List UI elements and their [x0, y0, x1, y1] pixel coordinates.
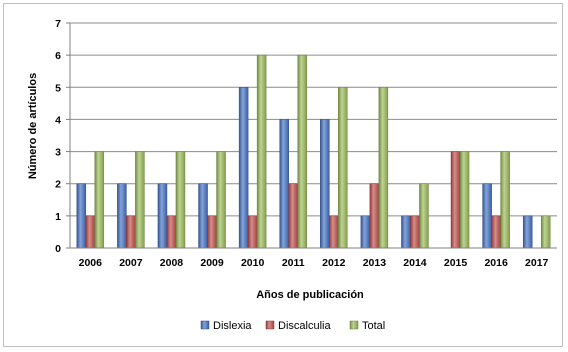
legend: Dislexia Discalculia Total [200, 320, 385, 332]
bar-total-2013 [378, 87, 389, 249]
bar-discalculia-2013 [369, 183, 380, 249]
y-tick-label: 1 [55, 211, 61, 223]
bar-total-2015 [459, 151, 470, 249]
axes [69, 23, 557, 249]
legend-swatch [200, 320, 210, 330]
x-tick-label: 2007 [119, 257, 143, 269]
bar-total-2007 [135, 151, 145, 249]
y-tick-label: 2 [55, 179, 61, 191]
bar-total-2006 [94, 151, 105, 249]
bar-dislexia-2012 [320, 119, 330, 249]
bar-discalculia-2016 [491, 215, 501, 249]
legend-label: Total [362, 320, 385, 332]
bar-dislexia-2007 [117, 183, 127, 249]
x-tick-label: 2006 [79, 257, 103, 269]
bar-discalculia-2010 [247, 215, 258, 249]
x-tick-label: 2014 [403, 257, 427, 269]
x-tick-label: 2013 [363, 257, 387, 269]
y-axis-title: Número de artículos [27, 73, 39, 179]
x-tick-label: 2016 [484, 257, 508, 269]
x-tick-label: 2011 [282, 257, 305, 269]
bar-dislexia-2010 [238, 87, 249, 249]
y-tick-label: 4 [55, 114, 61, 126]
bar-discalculia-2015 [450, 151, 461, 249]
bar-dislexia-2009 [198, 183, 208, 249]
x-axis-title: Años de publicación [256, 289, 364, 301]
y-tick-label: 5 [55, 82, 61, 94]
bars [76, 54, 551, 249]
bar-discalculia-2006 [85, 215, 96, 249]
bar-total-2010 [256, 54, 267, 249]
bar-dislexia-2006 [76, 183, 87, 249]
x-tick-labels: 2006 2007 2008 2009 2010 2011 2012 2013 2014 2015… [79, 257, 549, 269]
bar-total-2014 [419, 183, 429, 249]
bar-discalculia-2008 [166, 215, 177, 249]
bar-dislexia-2017 [522, 215, 533, 249]
bar-total-2016 [500, 151, 510, 249]
bar-dislexia-2014 [401, 215, 411, 249]
x-tick-label: 2015 [444, 257, 468, 269]
legend-label: Dislexia [213, 320, 252, 332]
bar-discalculia-2009 [207, 215, 217, 249]
bar-dislexia-2011 [279, 119, 289, 249]
legend-swatch [349, 320, 359, 330]
y-tick-label: 3 [55, 147, 61, 159]
x-tick-label: 2008 [160, 257, 184, 269]
y-tick-label: 6 [55, 50, 61, 62]
legend-swatch [265, 320, 275, 330]
y-tick-label: 7 [55, 18, 61, 30]
y-tick-labels: 0 1 2 3 4 5 6 7 [55, 18, 61, 255]
y-tick-label: 0 [55, 243, 61, 255]
bar-dislexia-2016 [482, 183, 492, 249]
bar-dislexia-2013 [360, 215, 371, 249]
x-tick-label: 2017 [525, 257, 549, 269]
bar-discalculia-2011 [288, 183, 298, 249]
bar-discalculia-2014 [410, 215, 420, 249]
legend-label: Discalculia [278, 320, 331, 332]
bar-total-2011 [297, 54, 307, 249]
bar-total-2012 [338, 87, 348, 249]
bar-total-2008 [175, 151, 186, 249]
bar-total-2009 [216, 151, 226, 249]
bar-discalculia-2007 [126, 215, 136, 249]
x-tick-label: 2010 [241, 257, 265, 269]
x-tick-label: 2009 [200, 257, 224, 269]
bar-total-2017 [540, 215, 551, 249]
x-tick-label: 2012 [322, 257, 346, 269]
bar-dislexia-2008 [157, 183, 168, 249]
bar-discalculia-2012 [329, 215, 339, 249]
